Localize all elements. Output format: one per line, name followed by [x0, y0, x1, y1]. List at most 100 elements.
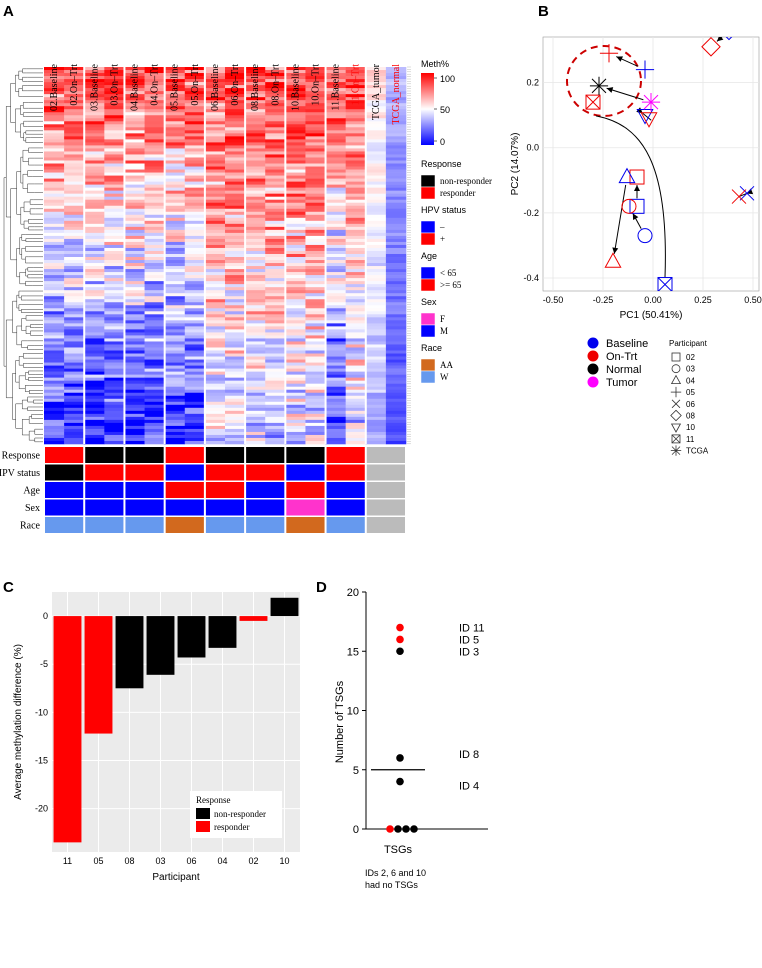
heatmap-cell: [265, 350, 286, 354]
heatmap-cell: [104, 440, 125, 445]
legend-item-label: responder: [440, 188, 476, 198]
heatmap-column-label: 05.On–Trt: [190, 64, 201, 106]
heatmap-cell: [225, 208, 246, 213]
heatmap-cell: [44, 130, 65, 134]
heatmap-cell: [265, 226, 286, 231]
heatmap-cell: [345, 302, 367, 306]
heatmap-cell: [144, 323, 165, 327]
heatmap-cell: [84, 275, 105, 279]
heatmap-column-label: 11.Baseline: [331, 63, 342, 110]
legend-item-label: >= 65: [440, 280, 462, 290]
heatmap-cell: [285, 157, 306, 161]
heatmap-cell: [204, 214, 226, 219]
heatmap-cell: [265, 344, 286, 348]
heatmap-cell: [44, 67, 65, 71]
heatmap-cell: [385, 347, 407, 351]
heatmap-cell: [124, 287, 145, 291]
heatmap-cell: [325, 73, 346, 77]
participant-legend-label: 04: [686, 376, 695, 385]
heatmap-cell: [84, 169, 105, 173]
heatmap-cell: [164, 320, 186, 324]
heatmap-cell: [285, 145, 306, 149]
heatmap-cell: [144, 193, 165, 197]
heatmap-cell: [84, 142, 105, 146]
heatmap-cell: [265, 217, 286, 222]
heatmap-cell: [84, 85, 105, 89]
heatmap-cell: [265, 238, 286, 243]
heatmap-cell: [265, 229, 286, 234]
heatmap-cell: [84, 238, 105, 243]
heatmap-cell: [124, 404, 145, 409]
heatmap-cell: [124, 175, 145, 179]
heatmap-cell: [64, 244, 85, 249]
pca-plot-area: [542, 36, 760, 292]
heatmap-cell: [64, 223, 85, 228]
heatmap-cell: [225, 94, 246, 98]
heatmap-cell: [225, 341, 246, 345]
heatmap-cell: [124, 428, 145, 433]
heatmap-cell: [164, 85, 186, 89]
heatmap-cell: [144, 413, 165, 418]
annotation-block: [246, 517, 285, 533]
heatmap-cell: [104, 410, 125, 415]
heatmap-cell: [345, 371, 367, 375]
heatmap-cell: [144, 377, 165, 381]
heatmap-cell: [225, 166, 246, 170]
heatmap-cell: [345, 389, 367, 394]
heatmap-cell: [164, 151, 186, 155]
heatmap-cell: [365, 226, 387, 231]
heatmap-cell: [144, 91, 165, 95]
heatmap-cell: [245, 305, 266, 309]
heatmap-cell: [144, 85, 165, 89]
heatmap-cell: [305, 79, 326, 83]
participant-legend-title: Participant: [669, 339, 708, 348]
heatmap-cell: [84, 157, 105, 161]
heatmap-cell: [325, 380, 346, 384]
heatmap-cell: [345, 166, 367, 170]
heatmap-cell: [245, 260, 266, 264]
heatmap-cell: [365, 338, 387, 342]
heatmap-cell: [285, 85, 306, 89]
heatmap-cell: [184, 422, 206, 427]
heatmap-cell: [285, 425, 306, 430]
heatmap-cell: [265, 416, 286, 421]
heatmap-cell: [144, 100, 165, 104]
heatmap-cell: [164, 73, 186, 77]
heatmap-cell: [44, 106, 65, 110]
heatmap-cell: [365, 353, 387, 357]
heatmap-cell: [204, 136, 226, 140]
heatmap-cell: [225, 211, 246, 216]
heatmap-cell: [84, 139, 105, 143]
heatmap-cell: [265, 157, 286, 161]
pca-x-axis-label: PC1 (50.41%): [620, 310, 683, 321]
heatmap-cell: [44, 377, 65, 381]
group-legend-dot: [587, 376, 599, 388]
heatmap-cell: [204, 419, 226, 424]
group-legend-label: On-Trt: [606, 351, 637, 363]
heatmap-cell: [44, 314, 65, 318]
heatmap-cell: [104, 329, 125, 333]
heatmap-cell: [245, 82, 266, 86]
heatmap-cell: [345, 79, 367, 83]
heatmap-cell: [124, 431, 145, 436]
heatmap-cell: [285, 299, 306, 303]
heatmap-cell: [325, 260, 346, 264]
heatmap-cell: [325, 214, 346, 219]
heatmap-cell: [184, 196, 206, 201]
heatmap-cell: [204, 229, 226, 234]
heatmap-cell: [144, 275, 165, 279]
heatmap-cell: [84, 253, 105, 258]
heatmap-cell: [325, 202, 346, 207]
group-legend-dot: [587, 363, 599, 375]
annotation-block: [326, 464, 365, 481]
arrow-head: [612, 247, 619, 254]
group-legend-dot: [587, 337, 599, 349]
heatmap-cell: [84, 278, 105, 282]
heatmap-cell: [385, 365, 407, 369]
heatmap-cell: [104, 269, 125, 273]
heatmap-cell: [345, 232, 367, 237]
heatmap-cell: [184, 305, 206, 309]
heatmap-cell: [64, 287, 85, 291]
heatmap-cell: [164, 326, 186, 330]
heatmap-cell: [144, 356, 165, 360]
